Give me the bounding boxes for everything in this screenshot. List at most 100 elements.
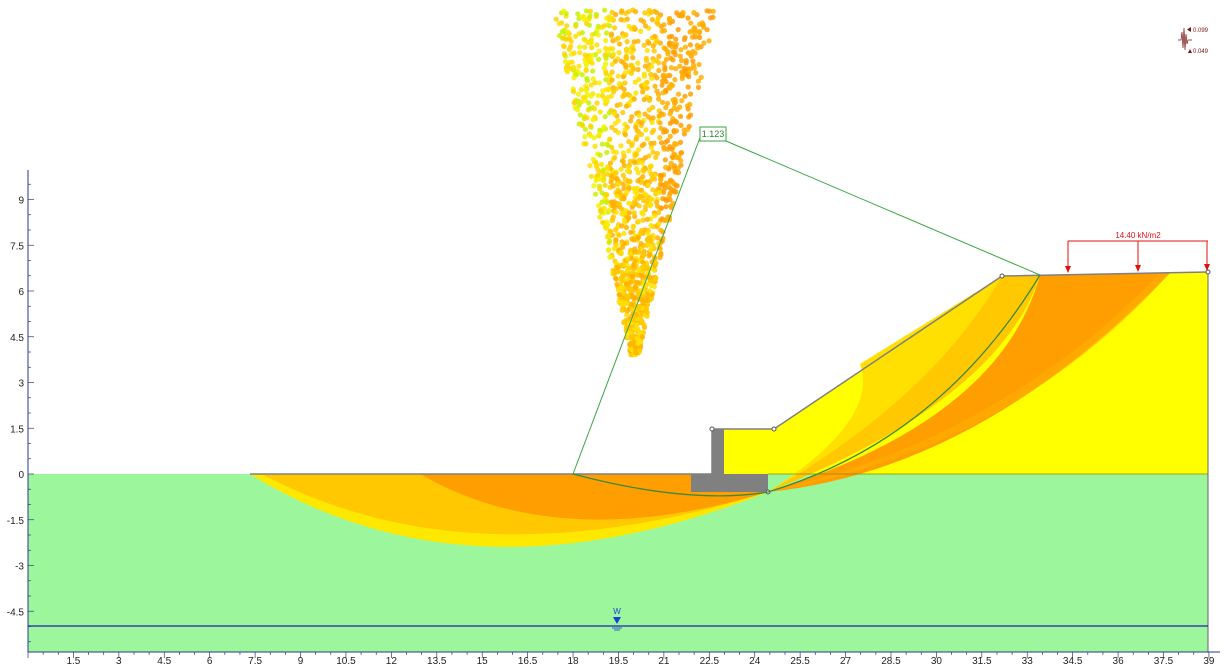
grid-point [652, 33, 658, 39]
grid-point [563, 66, 570, 73]
grid-point [571, 75, 577, 81]
grid-point [682, 35, 688, 41]
grid-point [629, 114, 635, 120]
grid-point [605, 94, 611, 100]
grid-point [668, 186, 674, 192]
grid-point [626, 9, 632, 15]
grid-point [654, 57, 660, 63]
grid-point [624, 39, 630, 45]
grid-point [615, 268, 621, 274]
vertex-node[interactable] [709, 426, 715, 432]
distributed-load[interactable]: 14.40 kN/m2 [1065, 231, 1210, 273]
load-arrows [1065, 241, 1210, 273]
grid-point [633, 124, 639, 130]
grid-point [635, 178, 641, 184]
grid-point [641, 96, 647, 103]
x-tick-label: 12 [386, 656, 398, 667]
grid-point [646, 97, 653, 103]
grid-point [604, 221, 610, 227]
grid-point [586, 100, 592, 106]
grid-point [667, 133, 673, 139]
grid-point [614, 281, 620, 287]
grid-point [630, 223, 637, 229]
grid-point [603, 69, 609, 75]
grid-point [661, 146, 667, 152]
grid-point [603, 30, 610, 36]
grid-point [624, 47, 630, 53]
grid-point [645, 66, 652, 73]
grid-point [628, 229, 634, 235]
grid-point [621, 195, 627, 201]
grid-point [584, 75, 590, 82]
grid-point [592, 143, 598, 149]
grid-point [621, 163, 628, 169]
grid-point [628, 279, 634, 285]
grid-point [687, 112, 694, 118]
grid-point [643, 127, 649, 133]
grid-point [682, 93, 688, 99]
grid-point [587, 105, 593, 111]
grid-point [698, 74, 704, 80]
y-tick-label: -4.5 [7, 607, 25, 618]
grid-point [612, 25, 618, 31]
grid-point [657, 172, 663, 178]
grid-point [591, 135, 597, 141]
grid-point [596, 131, 602, 137]
grid-point [677, 63, 683, 69]
grid-point [653, 260, 659, 266]
grid-point [634, 151, 640, 157]
y-tick-label: 6 [18, 287, 24, 298]
grid-point [603, 199, 610, 205]
grid-point [604, 192, 610, 198]
grid-point [680, 9, 686, 16]
critical-slip-surface[interactable] [572, 274, 1041, 497]
grid-point [615, 181, 621, 188]
grid-point [629, 334, 635, 340]
grid-point [629, 274, 635, 280]
grid-point [588, 39, 594, 46]
grid-point [588, 173, 595, 179]
grid-point [679, 98, 685, 104]
seismic-icon [1178, 27, 1192, 51]
grid-point [648, 239, 654, 245]
grid-point [626, 210, 633, 216]
grid-point [615, 187, 621, 193]
grid-point [608, 179, 614, 185]
fs-label-box[interactable] [699, 126, 727, 142]
grid-point [628, 70, 635, 76]
grid-point [564, 23, 570, 29]
grid-point [642, 111, 648, 117]
grid-point [601, 205, 607, 211]
grid-point [616, 50, 622, 56]
grid-point [652, 176, 658, 182]
grid-point [669, 119, 676, 125]
grid-point [682, 44, 689, 50]
x-tick-label: 28.5 [881, 656, 901, 667]
grid-point [672, 140, 678, 147]
grid-point [641, 168, 647, 174]
grid-point [637, 194, 643, 200]
grid-point [578, 14, 585, 20]
vertex-node[interactable] [999, 273, 1005, 279]
grid-point [632, 79, 638, 85]
grid-point [692, 34, 699, 40]
grid-point [652, 83, 658, 89]
grid-point [588, 123, 594, 129]
x-tick-label: 24 [749, 656, 761, 667]
grid-point [644, 216, 650, 222]
grid-point [672, 77, 678, 83]
vertex-node[interactable] [1205, 269, 1211, 275]
y-tick-label: 1.5 [10, 424, 24, 435]
grid-point [678, 122, 684, 128]
grid-point [667, 15, 673, 21]
grid-point [681, 131, 688, 137]
grid-point [666, 34, 672, 40]
grid-point [645, 266, 651, 272]
vertex-node[interactable] [771, 426, 777, 432]
grid-point [650, 43, 656, 49]
grid-point [632, 258, 638, 264]
grid-point [583, 87, 589, 93]
y-axis: 9 7.5 6 4.5 3 1.5 0 -1.5 -3 -4.5 [7, 170, 34, 652]
grid-point [587, 8, 594, 14]
